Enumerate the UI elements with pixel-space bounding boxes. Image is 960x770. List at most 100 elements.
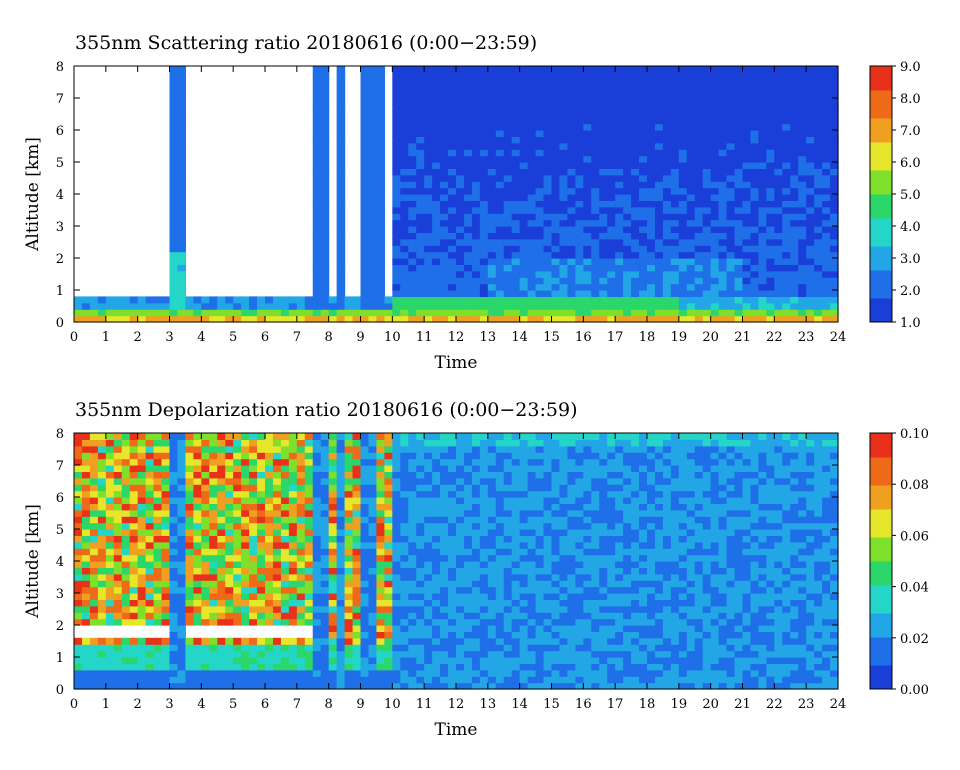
heatmap-cell (161, 509, 171, 517)
heatmap-cell (360, 522, 370, 530)
heatmap-cell (185, 669, 194, 677)
heatmap-cell (209, 663, 218, 671)
heatmap-cell (519, 264, 529, 272)
heatmap-cell (376, 66, 385, 73)
heatmap-cell (639, 194, 648, 201)
heatmap-cell (726, 296, 736, 304)
heatmap-cell (320, 296, 330, 304)
heatmap-cell (81, 458, 91, 466)
heatmap-cell (543, 251, 553, 259)
heatmap-cell (280, 554, 290, 562)
heatmap-cell (678, 104, 688, 112)
heatmap-cell (320, 682, 330, 690)
heatmap-cell (702, 251, 712, 259)
heatmap-cell (81, 465, 91, 472)
heatmap-cell (169, 213, 179, 221)
heatmap-cell (678, 194, 688, 201)
heatmap-cell (599, 245, 608, 253)
heatmap-cell (448, 433, 457, 440)
heatmap-cell (654, 98, 664, 105)
heatmap-cell (479, 200, 489, 208)
heatmap-cell (623, 309, 632, 317)
heatmap-cell (416, 142, 425, 150)
heatmap-cell (360, 155, 370, 163)
colorbar-segment (870, 190, 892, 195)
heatmap-cell (312, 669, 322, 677)
heatmap-cell (296, 567, 306, 575)
heatmap-cell (814, 91, 823, 99)
heatmap-cell (352, 497, 362, 504)
heatmap-cell (233, 682, 242, 690)
heatmap-cell (257, 452, 266, 460)
heatmap-cell (806, 213, 815, 221)
heatmap-cell (559, 78, 569, 86)
heatmap-cell (448, 181, 457, 189)
heatmap-cell (368, 181, 378, 189)
heatmap-cell (487, 477, 497, 485)
heatmap-cell (479, 142, 489, 150)
heatmap-cell (710, 270, 720, 278)
heatmap-cell (344, 490, 354, 498)
heatmap-cell (487, 238, 497, 246)
heatmap-cell (432, 168, 441, 176)
heatmap-cell (790, 194, 799, 201)
heatmap-cell (806, 110, 815, 118)
heatmap-cell (463, 522, 473, 530)
heatmap-cell (368, 142, 378, 150)
heatmap-cell (654, 238, 664, 246)
heatmap-cell (328, 445, 338, 453)
heatmap-cell (105, 309, 115, 317)
heatmap-cell (734, 130, 744, 137)
heatmap-cell (416, 605, 425, 613)
heatmap-cell (750, 302, 760, 310)
heatmap-cell (153, 529, 163, 536)
heatmap-cell (662, 219, 672, 227)
heatmap-cell (312, 194, 322, 201)
heatmap-cell (774, 238, 783, 246)
heatmap-cell (368, 245, 378, 253)
heatmap-cell (647, 270, 656, 278)
heatmap-cell (463, 676, 473, 684)
heatmap-cell (710, 149, 720, 157)
heatmap-cell (479, 238, 489, 246)
heatmap-cell (129, 599, 139, 607)
heatmap-cell (177, 490, 187, 498)
heatmap-cell (758, 238, 767, 246)
heatmap-cell (241, 669, 250, 677)
heatmap-cell (241, 599, 250, 607)
heatmap-cell (511, 162, 521, 169)
colorbar-segment (870, 114, 892, 119)
heatmap-cell (670, 66, 680, 73)
heatmap-cell (296, 509, 306, 517)
heatmap-cell (424, 123, 433, 131)
heatmap-cell (503, 78, 513, 86)
heatmap-cell (81, 471, 91, 479)
heatmap-cell (551, 104, 561, 112)
heatmap-cell (97, 599, 107, 607)
heatmap-cell (734, 226, 744, 233)
heatmap-cell (352, 599, 362, 607)
heatmap-cell (503, 277, 513, 285)
heatmap-cell (384, 535, 393, 543)
heatmap-cell (734, 104, 744, 112)
heatmap-cell (678, 226, 688, 233)
heatmap-cell (360, 445, 370, 453)
heatmap-cell (336, 72, 346, 80)
heatmap-cell (742, 123, 752, 131)
heatmap-cell (360, 650, 370, 658)
heatmap-cell (113, 477, 123, 485)
heatmap-cell (487, 168, 497, 176)
heatmap-cell (495, 452, 505, 460)
heatmap-cell (169, 104, 179, 112)
heatmap-cell (169, 174, 179, 182)
heatmap-cell (97, 682, 107, 690)
heatmap-cell (280, 605, 290, 613)
heatmap-cell (249, 296, 258, 304)
heatmap-cell (543, 91, 553, 99)
heatmap-cell (440, 85, 449, 93)
heatmap-cell (217, 618, 226, 626)
heatmap-cell (456, 561, 465, 568)
heatmap-cell (233, 516, 242, 524)
heatmap-cell (639, 238, 648, 246)
heatmap-cell (551, 264, 561, 272)
